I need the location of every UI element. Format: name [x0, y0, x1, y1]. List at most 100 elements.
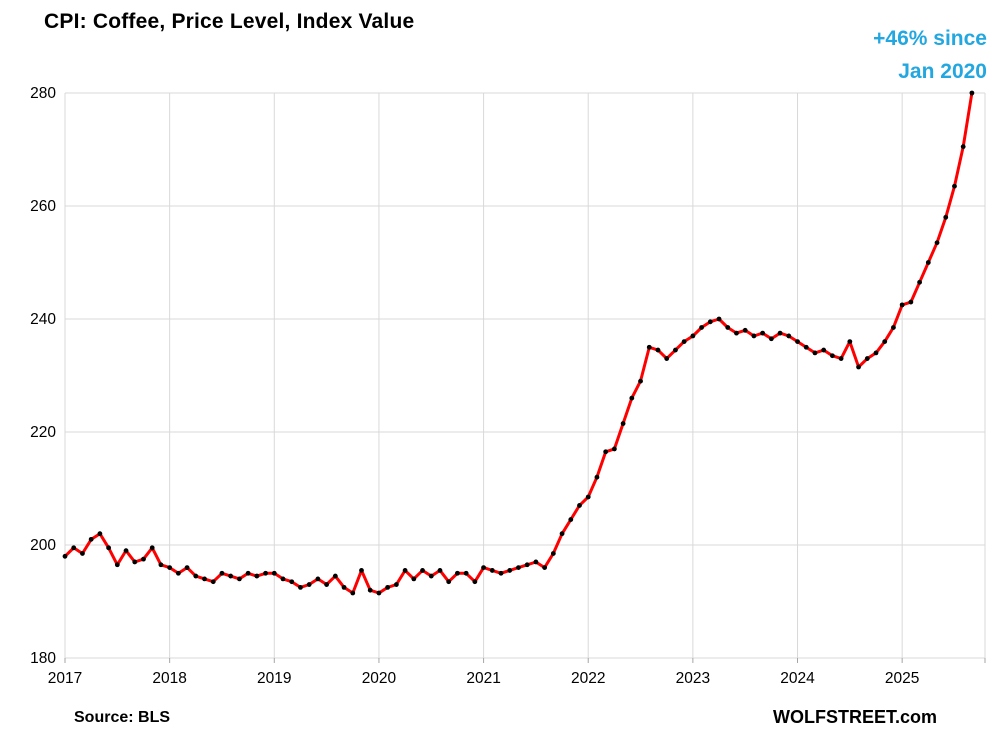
- wolfstreet-watermark: WOLFSTREET.com: [772, 707, 937, 727]
- data-point-marker: [193, 573, 199, 579]
- data-point-marker: [106, 545, 112, 551]
- data-point-marker: [481, 565, 486, 570]
- data-point-marker: [812, 350, 818, 356]
- data-point-marker: [629, 395, 635, 401]
- data-point-marker: [210, 579, 216, 585]
- annotation-line-2: Jan 2020: [898, 60, 987, 83]
- chart-title: CPI: Coffee, Price Level, Index Value: [44, 10, 415, 33]
- data-point-marker: [184, 565, 190, 570]
- data-point-marker: [446, 579, 452, 585]
- data-point-marker: [420, 568, 425, 573]
- data-point-marker: [237, 576, 242, 582]
- data-point-marker: [908, 299, 914, 305]
- data-point-marker: [158, 562, 164, 568]
- data-point-marker: [751, 333, 757, 339]
- data-point-marker: [489, 568, 495, 573]
- data-point-marker: [332, 573, 338, 579]
- data-point-marker: [455, 570, 460, 576]
- data-point-marker: [969, 90, 975, 96]
- data-point-marker: [376, 590, 382, 596]
- data-point-marker: [245, 570, 251, 576]
- data-point-marker: [795, 339, 800, 344]
- data-point-marker: [803, 344, 809, 350]
- y-tick-label: 220: [30, 424, 56, 441]
- data-point-marker: [734, 330, 739, 336]
- data-point-marker: [71, 545, 77, 551]
- data-point-marker: [114, 562, 120, 568]
- data-point-marker: [367, 587, 373, 593]
- annotation-line-1: +46% since: [873, 27, 987, 50]
- x-tick-label: 2022: [571, 670, 605, 687]
- data-point-marker: [585, 494, 591, 500]
- data-point-marker: [681, 339, 687, 344]
- data-point-marker: [707, 319, 713, 325]
- data-point-marker: [341, 584, 347, 590]
- x-tick-label: 2017: [48, 670, 82, 687]
- data-point-marker: [306, 582, 312, 587]
- y-tick-label: 240: [30, 311, 56, 328]
- axis-labels: 180 200 220 240 260 280 2017 2018 2019 2020 2021 20…: [30, 85, 919, 687]
- data-point-marker: [175, 570, 181, 576]
- data-point-marker: [891, 325, 896, 330]
- data-point-marker: [542, 565, 548, 570]
- data-point-marker: [777, 330, 783, 336]
- data-series: [62, 90, 975, 596]
- data-point-marker: [864, 356, 870, 361]
- data-point-marker: [289, 579, 295, 585]
- x-tick-label: 2018: [152, 670, 186, 687]
- price-line: [63, 91, 974, 595]
- data-point-marker: [437, 568, 443, 573]
- y-tick-label: 280: [30, 85, 56, 102]
- y-tick-label: 200: [30, 537, 56, 554]
- data-point-marker: [219, 570, 225, 576]
- data-point-marker: [760, 330, 766, 336]
- data-point-marker: [271, 570, 277, 576]
- data-point-marker: [899, 302, 905, 308]
- data-point-marker: [638, 378, 643, 384]
- data-point-marker: [559, 531, 565, 537]
- data-point-marker: [838, 356, 844, 361]
- data-point-marker: [350, 590, 356, 596]
- data-point-marker: [280, 576, 286, 582]
- data-point-marker: [123, 548, 129, 554]
- data-point-marker: [577, 503, 582, 508]
- data-point-marker: [315, 576, 321, 582]
- x-tick-label: 2020: [362, 670, 397, 687]
- data-point-marker: [690, 333, 696, 339]
- data-point-marker: [228, 573, 234, 579]
- x-tick-label: 2025: [885, 670, 919, 687]
- data-point-marker: [149, 545, 155, 551]
- data-point-marker: [620, 421, 626, 426]
- data-point-marker: [428, 573, 434, 579]
- data-point-marker: [463, 570, 469, 576]
- y-tick-label: 180: [30, 650, 56, 667]
- data-point-marker: [882, 339, 888, 344]
- data-point-marker: [925, 260, 931, 265]
- data-point-marker: [603, 449, 609, 455]
- data-point-marker: [263, 570, 268, 576]
- data-point-marker: [97, 531, 103, 537]
- data-point-marker: [952, 183, 957, 189]
- data-point-marker: [324, 582, 330, 587]
- data-point-marker: [716, 316, 722, 322]
- x-tick-label: 2019: [257, 670, 291, 687]
- data-point-marker: [472, 579, 478, 585]
- data-point-marker: [768, 336, 774, 342]
- data-point-marker: [202, 576, 207, 582]
- data-point-marker: [847, 339, 853, 344]
- data-point-marker: [742, 327, 748, 333]
- data-point-marker: [725, 325, 731, 330]
- data-point-marker: [646, 344, 652, 350]
- data-point-marker: [359, 568, 364, 573]
- data-point-marker: [167, 565, 173, 570]
- x-tick-label: 2023: [676, 670, 710, 687]
- data-point-marker: [516, 565, 521, 570]
- data-point-marker: [62, 553, 68, 559]
- data-point-marker: [917, 279, 922, 285]
- data-point-marker: [829, 353, 835, 359]
- data-point-marker: [411, 576, 417, 582]
- data-point-marker: [943, 214, 949, 220]
- data-point-marker: [393, 582, 399, 587]
- data-point-marker: [568, 517, 574, 522]
